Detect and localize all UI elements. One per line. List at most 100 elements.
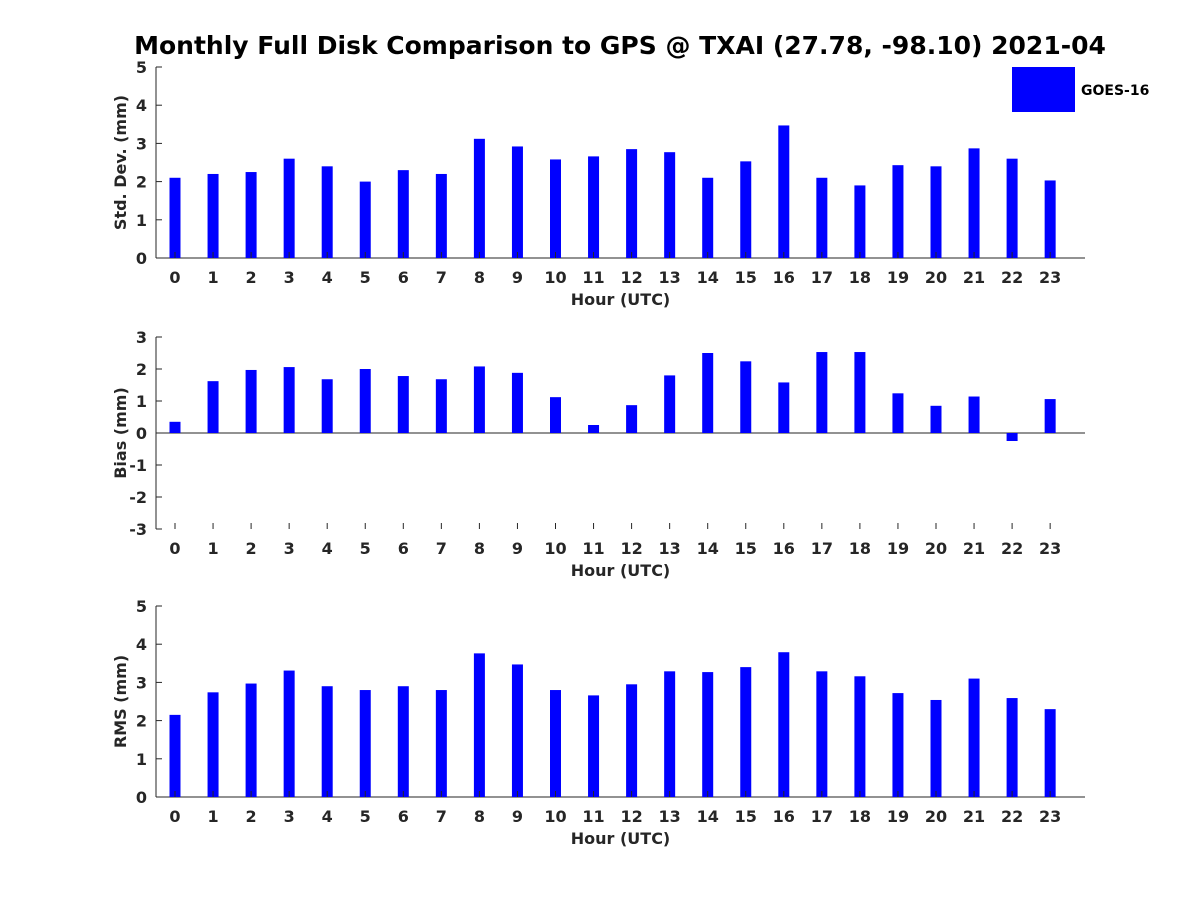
bias-bar [778,382,790,433]
rms-y-tick-label: 2 [136,712,147,731]
std-dev-x-tick-label: 21 [963,268,985,287]
std-dev-bar [359,181,371,258]
rms-bar [968,678,980,797]
std-dev-y-tick-label: 1 [136,211,147,230]
std-dev-bar [854,185,866,258]
bias-bar [435,379,447,433]
rms-y-tick-label: 4 [136,635,147,654]
std-dev-x-tick-label: 19 [887,268,909,287]
bias-bar [245,369,257,433]
std-dev-bar [207,173,219,258]
std-dev-bar [892,165,904,258]
legend-swatch [1012,67,1075,112]
bias-x-tick-label: 3 [284,539,295,558]
bias-x-tick-label: 0 [169,539,180,558]
bias-bar [740,361,752,433]
bias-bar [1044,399,1056,433]
bias-x-tick-label: 7 [436,539,447,558]
bias-y-tick-label: -3 [129,520,147,539]
legend-label: GOES-16 [1081,83,1149,99]
bias-y-tick-label: 2 [136,360,147,379]
std-dev-bar [1006,158,1018,258]
bias-y-tick-label: 1 [136,392,147,411]
rms-bar [473,653,485,797]
rms-x-tick-label: 10 [544,807,566,826]
std-dev-x-tick-label: 5 [360,268,371,287]
bias-x-tick-label: 19 [887,539,909,558]
rms-x-tick-label: 19 [887,807,909,826]
std-dev-y-axis-label: Std. Dev. (mm) [111,95,130,230]
std-dev-x-tick-label: 1 [207,268,218,287]
rms-y-tick-label: 0 [136,788,147,807]
std-dev-x-tick-label: 17 [811,268,833,287]
bias-bar [207,381,219,433]
bias-bar [930,405,942,433]
std-dev-bar [626,149,638,258]
bias-bar [473,366,485,433]
bias-bar [283,367,295,433]
rms-x-tick-label: 2 [246,807,257,826]
rms-bar [511,664,523,797]
bias-x-tick-label: 14 [697,539,719,558]
rms-bar [778,652,790,797]
std-dev-x-tick-label: 18 [849,268,871,287]
bias-bar [550,397,561,433]
std-dev-bar [245,172,257,258]
std-dev-x-tick-label: 3 [284,268,295,287]
std-dev-bar [816,177,828,258]
bias-bar [816,352,828,433]
bias-bar [702,353,714,433]
rms-x-tick-label: 5 [360,807,371,826]
bias-y-axis-label: Bias (mm) [111,387,130,479]
rms-bar [435,690,447,797]
rms-bar [283,670,295,797]
bias-x-tick-label: 4 [322,539,333,558]
bias-x-tick-label: 15 [735,539,757,558]
std-dev-bar [435,173,447,258]
rms-y-axis-label: RMS (mm) [111,655,130,748]
std-dev-x-tick-label: 10 [544,268,566,287]
bias-x-tick-label: 2 [246,539,257,558]
bias-x-tick-label: 18 [849,539,871,558]
bias-x-tick-label: 11 [582,539,604,558]
bias-x-tick-label: 13 [659,539,681,558]
bias-bar [892,393,904,433]
std-dev-bar [740,161,752,258]
chart-title: Monthly Full Disk Comparison to GPS @ TX… [134,31,1106,60]
std-dev-y-tick-label: 5 [136,58,147,77]
bias-y-tick-label: -2 [129,488,147,507]
std-dev-x-tick-label: 11 [582,268,604,287]
bias-bar [626,405,638,433]
std-dev-x-tick-label: 16 [773,268,795,287]
bias-x-tick-label: 6 [398,539,409,558]
rms-x-tick-label: 17 [811,807,833,826]
bias-bar [511,372,523,433]
bias-x-tick-label: 21 [963,539,985,558]
bias-x-tick-label: 22 [1001,539,1023,558]
rms-bar [1044,709,1056,797]
std-dev-bar [968,148,980,258]
rms-bar [245,683,257,797]
rms-x-tick-label: 12 [620,807,642,826]
rms-x-tick-label: 23 [1039,807,1061,826]
bias-y-tick-label: 3 [136,328,147,347]
rms-x-tick-label: 13 [659,807,681,826]
std-dev-bar [397,170,409,258]
bias-x-axis-label: Hour (UTC) [571,561,671,580]
std-dev-bar [511,146,523,258]
rms-bar [321,686,333,797]
std-dev-x-tick-label: 0 [169,268,180,287]
bias-x-tick-label: 9 [512,539,523,558]
rms-x-tick-label: 11 [582,807,604,826]
bias-y-tick-label: -1 [129,456,147,475]
std-dev-x-tick-label: 8 [474,268,485,287]
std-dev-bar [588,156,600,258]
std-dev-bar [1044,180,1056,258]
rms-x-tick-label: 4 [322,807,333,826]
rms-bar [892,693,904,797]
bias-x-tick-label: 20 [925,539,947,558]
std-dev-y-tick-label: 2 [136,173,147,192]
bias-x-tick-label: 5 [360,539,371,558]
